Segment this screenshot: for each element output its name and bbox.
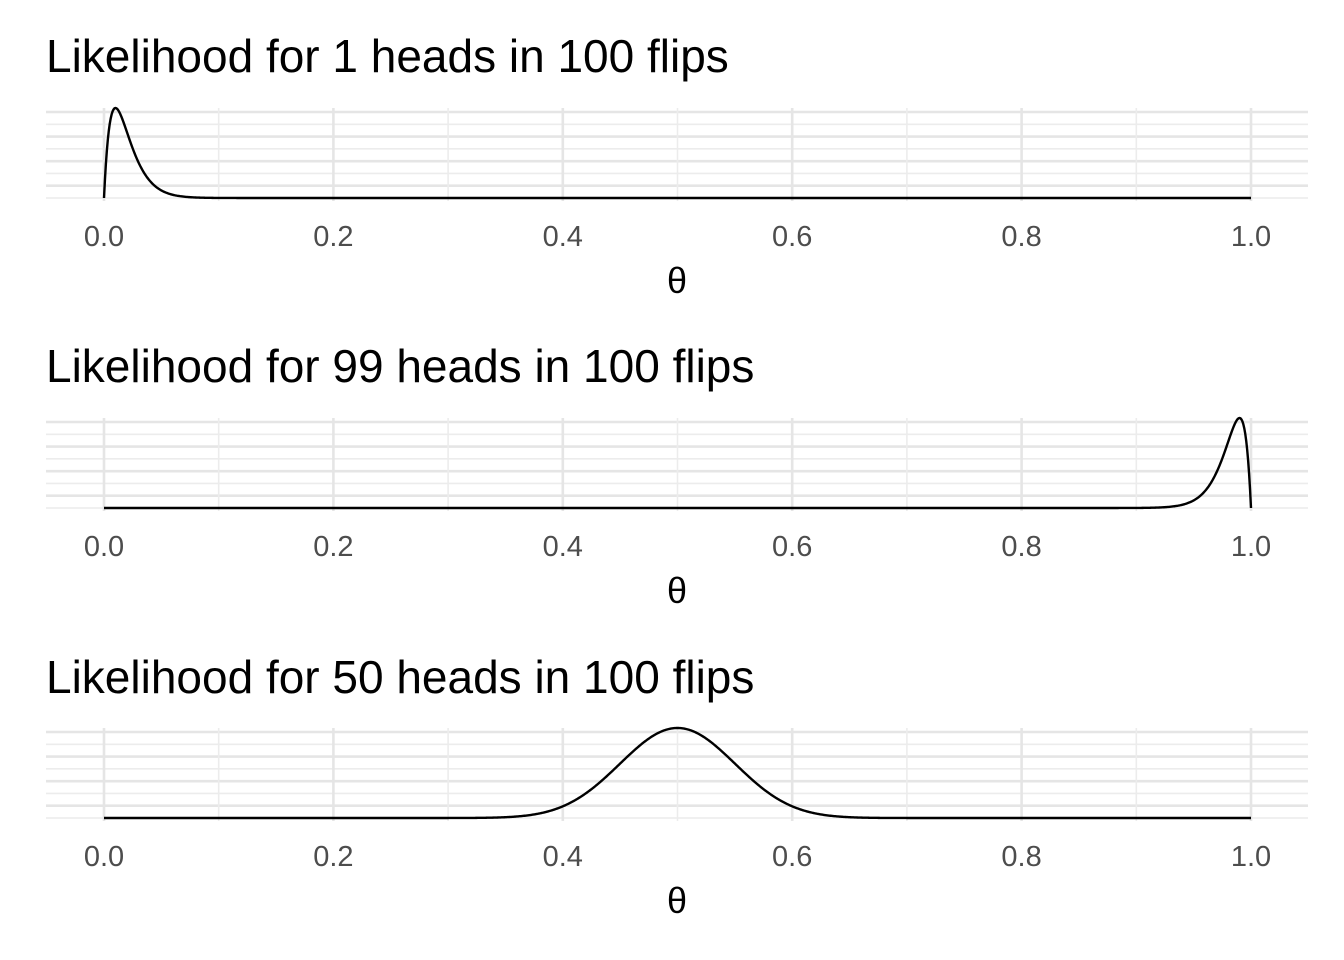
panel-grid bbox=[46, 108, 1308, 201]
x-tick-label: 1.0 bbox=[1231, 531, 1271, 563]
x-tick-label: 0.6 bbox=[772, 221, 812, 253]
likelihood-panel-50-heads: Likelihood for 50 heads in 100 flips 0.0… bbox=[46, 651, 1308, 921]
x-tick-label: 0.2 bbox=[313, 221, 353, 253]
x-tick-label: 0.8 bbox=[1001, 841, 1041, 873]
panel-grid bbox=[46, 418, 1308, 511]
x-axis-label: θ bbox=[667, 570, 687, 611]
x-tick-labels: 0.0 0.2 0.4 0.6 0.8 1.0 bbox=[84, 221, 1271, 253]
x-tick-label: 0.0 bbox=[84, 221, 124, 253]
panel-grid bbox=[46, 728, 1308, 821]
x-tick-label: 0.2 bbox=[313, 841, 353, 873]
x-tick-label: 0.4 bbox=[543, 531, 583, 563]
x-tick-label: 0.6 bbox=[772, 841, 812, 873]
likelihood-panel-1-heads: Likelihood for 1 heads in 100 flips 0.0 0… bbox=[46, 30, 1308, 301]
x-tick-label: 0.4 bbox=[543, 221, 583, 253]
likelihood-panel-99-heads: Likelihood for 99 heads in 100 flips 0.0… bbox=[46, 340, 1308, 611]
x-axis-label: θ bbox=[667, 260, 687, 301]
x-tick-labels: 0.0 0.2 0.4 0.6 0.8 1.0 bbox=[84, 531, 1271, 563]
x-tick-label: 1.0 bbox=[1231, 221, 1271, 253]
panel-title: Likelihood for 1 heads in 100 flips bbox=[46, 30, 729, 82]
x-tick-labels: 0.0 0.2 0.4 0.6 0.8 1.0 bbox=[84, 841, 1271, 873]
x-tick-label: 0.6 bbox=[772, 531, 812, 563]
likelihood-curve bbox=[102, 106, 1251, 200]
x-tick-label: 1.0 bbox=[1231, 841, 1271, 873]
panel-title: Likelihood for 50 heads in 100 flips bbox=[46, 651, 754, 703]
x-tick-label: 0.0 bbox=[84, 841, 124, 873]
likelihood-curve bbox=[104, 416, 1253, 510]
x-axis-label: θ bbox=[667, 880, 687, 921]
likelihood-curve bbox=[104, 726, 1251, 820]
x-tick-label: 0.8 bbox=[1001, 531, 1041, 563]
x-tick-label: 0.4 bbox=[543, 841, 583, 873]
x-tick-label: 0.2 bbox=[313, 531, 353, 563]
panel-title: Likelihood for 99 heads in 100 flips bbox=[46, 340, 754, 392]
x-tick-label: 0.0 bbox=[84, 531, 124, 563]
x-tick-label: 0.8 bbox=[1001, 221, 1041, 253]
